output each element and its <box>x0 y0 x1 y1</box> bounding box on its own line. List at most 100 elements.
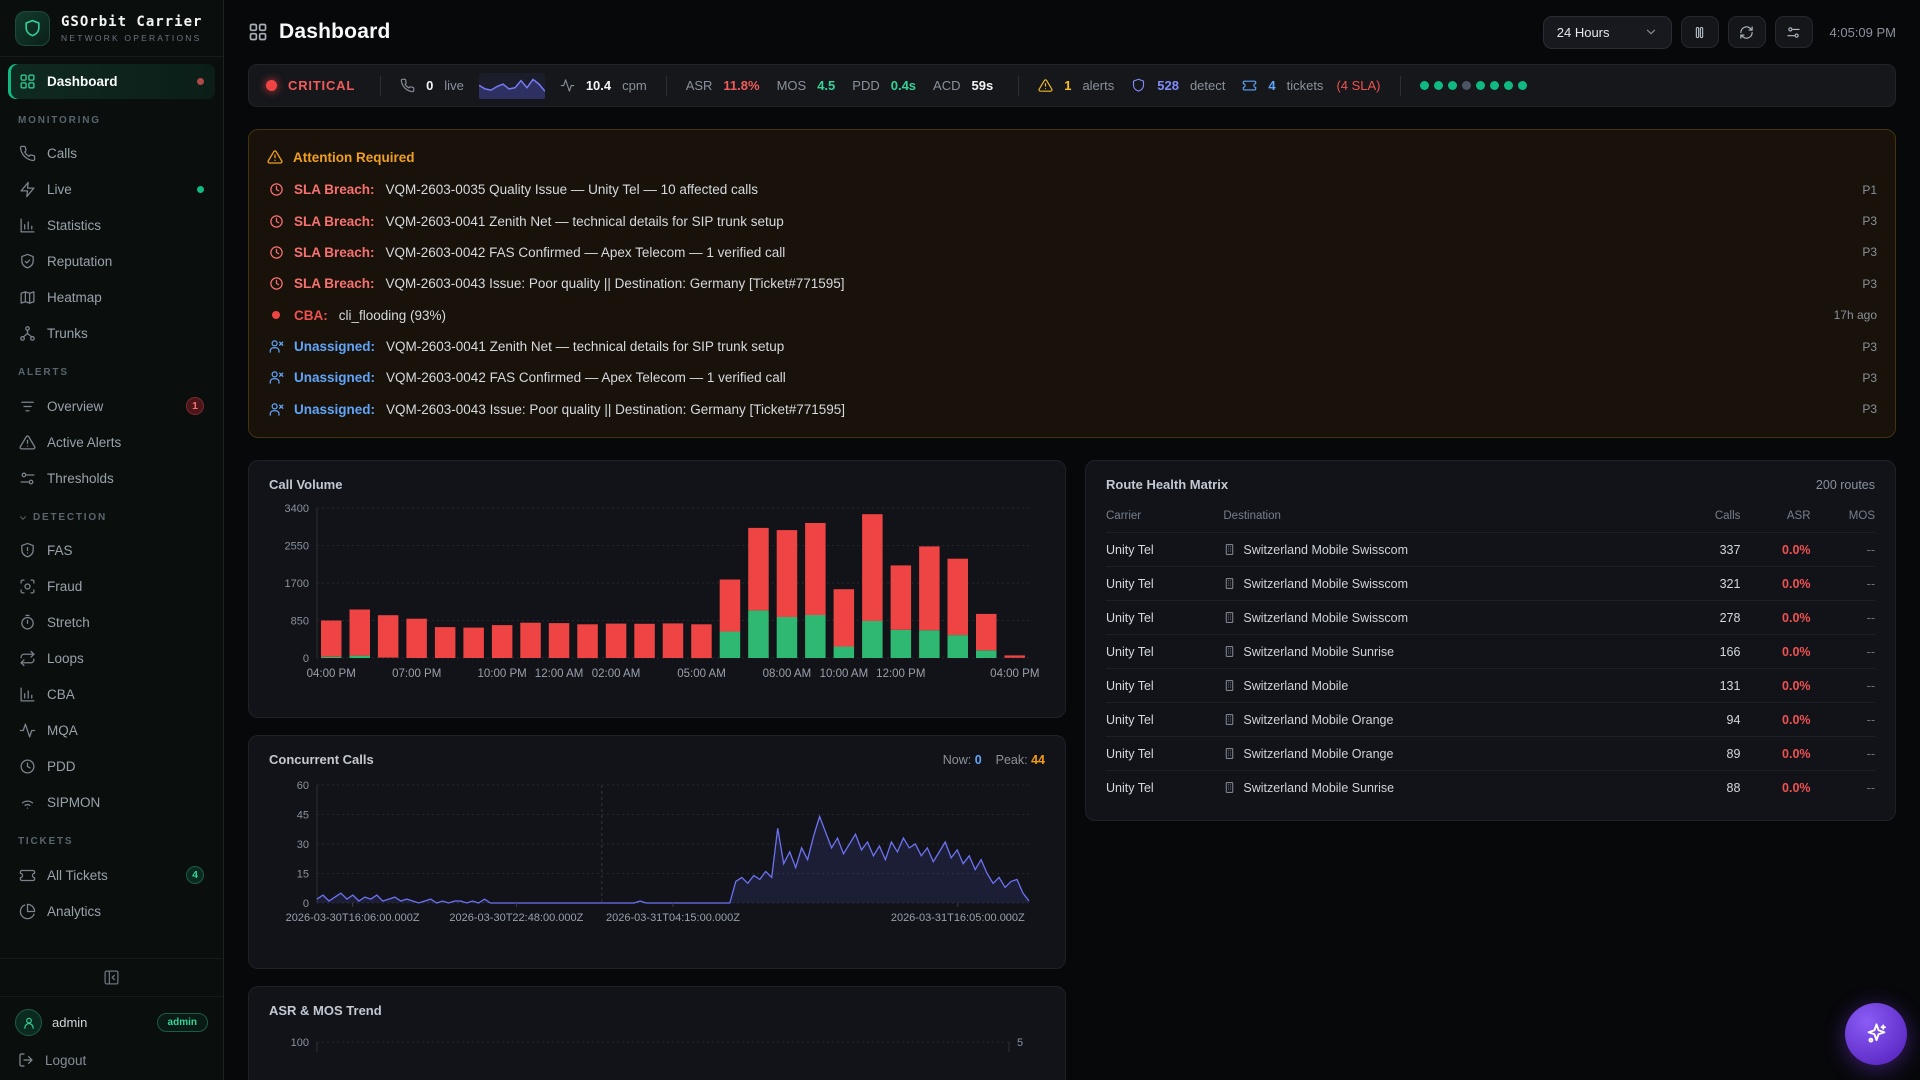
shield-icon <box>25 19 40 37</box>
user-icon <box>23 1017 34 1029</box>
sidebar-item-fas[interactable]: FAS <box>8 533 215 568</box>
route-row[interactable]: Unity Tel Switzerland Mobile Orange 94 0… <box>1106 702 1875 737</box>
scan-icon <box>20 579 35 594</box>
alert-triangle-icon <box>19 435 36 450</box>
sidebar-item-trunks[interactable]: Trunks <box>8 316 215 351</box>
ai-assistant-button[interactable] <box>1845 1003 1907 1065</box>
sidebar-item-label: Thresholds <box>47 471 114 486</box>
route-row[interactable]: Unity Tel Switzerland Mobile Sunrise 166… <box>1106 634 1875 669</box>
route-row[interactable]: Unity Tel Switzerland Mobile Sunrise 88 … <box>1106 770 1875 804</box>
pause-refresh-button[interactable] <box>1680 16 1719 48</box>
svg-text:12:00 AM: 12:00 AM <box>535 668 584 680</box>
attention-row-label: SLA Breach: <box>294 244 375 260</box>
sidebar-item-loops[interactable]: Loops <box>8 641 215 676</box>
route-row[interactable]: Unity Tel Switzerland Mobile Swisscom 32… <box>1106 566 1875 601</box>
sidebar-item-statistics[interactable]: Statistics <box>8 208 215 243</box>
route-health-table: Carrier Destination Calls ASR MOS Unity Tel … <box>1106 502 1875 804</box>
attention-row[interactable]: Unassigned: VQM-2603-0043 Issue: Poor qu… <box>267 394 1877 425</box>
building-icon <box>1226 714 1234 725</box>
user-name: admin <box>52 1015 88 1030</box>
call-volume-title: Call Volume <box>269 477 343 492</box>
call-volume-svg: 0 850 1700 2550 3400 04:00 PM 07:00 PM 10:00 PM… <box>285 503 1040 680</box>
refresh-button[interactable] <box>1727 16 1766 48</box>
counter-value-detect: 528 <box>1157 78 1179 93</box>
sidebar-item-overview[interactable]: Overview 1 <box>8 388 215 424</box>
route-row[interactable]: Unity Tel Switzerland Mobile Swisscom 27… <box>1106 600 1875 635</box>
sidebar-item-active-alerts[interactable]: Active Alerts <box>8 425 215 460</box>
svg-text:10:00 AM: 10:00 AM <box>820 668 869 680</box>
attention-row-priority: P3 <box>1862 339 1877 354</box>
attention-row[interactable]: CBA: cli_flooding (93%) 17h ago <box>267 300 1877 331</box>
route-carrier: Unity Tel <box>1106 600 1224 635</box>
sidebar-item-mqa[interactable]: MQA <box>8 713 215 748</box>
divider <box>0 56 223 57</box>
route-col-mos: MOS <box>1848 510 1875 522</box>
sidebar-item-sipmon[interactable]: SIPMON <box>8 785 215 820</box>
live-calls-value: 0 <box>426 78 434 93</box>
route-mos: -- <box>1810 634 1875 669</box>
app-subtitle: NETWORK OPERATIONS <box>61 33 202 43</box>
chart-icon <box>20 218 35 233</box>
building-icon <box>1226 748 1234 759</box>
statusbar: CRITICAL 0 live 10.4 cpm ASR 11.8% MOS 4.… <box>248 64 1896 107</box>
attention-row-priority: P1 <box>1862 182 1877 197</box>
attention-row[interactable]: SLA Breach: VQM-2603-0041 Zenith Net — t… <box>267 205 1877 236</box>
attention-row[interactable]: Unassigned: VQM-2603-0042 FAS Confirmed … <box>267 362 1877 393</box>
health-dot <box>1503 81 1513 90</box>
attention-row-text: VQM-2603-0042 FAS Confirmed — Apex Telec… <box>385 244 786 260</box>
sidebar-item-pdd[interactable]: PDD <box>8 749 215 784</box>
logout-label: Logout <box>45 1052 87 1068</box>
sidebar-item-label: Dashboard <box>47 74 118 89</box>
pause-icon <box>1695 26 1704 38</box>
sidebar-item-cba[interactable]: CBA <box>8 677 215 712</box>
network-icon <box>20 326 35 341</box>
sidebar-item-label: Loops <box>47 651 84 666</box>
route-col-destination: Destination <box>1223 510 1281 522</box>
attention-row-priority: P3 <box>1862 245 1877 260</box>
sidebar-collapse-button[interactable] <box>0 958 223 997</box>
health-dot <box>1475 81 1485 90</box>
logout-button[interactable]: Logout <box>0 1040 223 1080</box>
attention-row[interactable]: SLA Breach: VQM-2603-0035 Quality Issue … <box>267 174 1877 205</box>
route-asr: 0.0% <box>1740 566 1811 601</box>
time-range-select[interactable]: 24 Hours <box>1542 15 1672 49</box>
attention-row[interactable]: SLA Breach: VQM-2603-0043 Issue: Poor qu… <box>267 268 1877 299</box>
route-row[interactable]: Unity Tel Switzerland Mobile 131 0.0% -- <box>1106 668 1875 703</box>
route-row[interactable]: Unity Tel Switzerland Mobile Swisscom 33… <box>1106 532 1875 567</box>
ticket-icon <box>1243 80 1257 91</box>
sidebar-item-reputation[interactable]: Reputation <box>8 244 215 279</box>
route-calls: 166 <box>1677 634 1741 669</box>
sidebar-item-stretch[interactable]: Stretch <box>8 605 215 640</box>
kpi-value-asr: 11.8% <box>723 78 760 93</box>
route-carrier: Unity Tel <box>1106 702 1224 737</box>
count-badge: 4 <box>186 866 204 884</box>
user-role-badge: admin <box>156 1013 208 1032</box>
route-asr: 0.0% <box>1740 600 1811 635</box>
sidebar-item-thresholds[interactable]: Thresholds <box>8 461 215 496</box>
sidebar-item-heatmap[interactable]: Heatmap <box>8 280 215 315</box>
asr-mos-panel: ASR & MOS Trend 100 5 <box>248 986 1066 1080</box>
route-mos: -- <box>1810 532 1875 567</box>
sidebar-item-dashboard[interactable]: Dashboard <box>8 64 215 99</box>
count-badge: 1 <box>186 397 204 415</box>
route-row[interactable]: Unity Tel Switzerland Mobile Orange 89 0… <box>1106 736 1875 771</box>
counter-label-alerts: alerts <box>1082 78 1115 93</box>
sidebar-item-calls[interactable]: Calls <box>8 136 215 171</box>
svg-text:45: 45 <box>297 810 309 822</box>
attention-row[interactable]: SLA Breach: VQM-2603-0042 FAS Confirmed … <box>267 237 1877 268</box>
kpi-label-asr: ASR <box>685 78 713 93</box>
kpi-value-acd: 59s <box>971 78 994 93</box>
sidebar-item-fraud[interactable]: Fraud <box>8 569 215 604</box>
attention-row-text: VQM-2603-0043 Issue: Poor quality || Des… <box>386 401 846 417</box>
attention-row[interactable]: Unassigned: VQM-2603-0041 Zenith Net — t… <box>267 331 1877 362</box>
sidebar-item-all-tickets[interactable]: All Tickets 4 <box>8 857 215 893</box>
sidebar-item-analytics[interactable]: Analytics <box>8 894 215 929</box>
sidebar-item-label: Statistics <box>47 218 102 233</box>
svg-text:100: 100 <box>291 1037 309 1049</box>
attention-title: Attention Required <box>293 149 415 165</box>
settings-button[interactable] <box>1774 16 1813 48</box>
chevron-down-icon <box>1644 25 1658 39</box>
route-destination: Switzerland Mobile Swisscom <box>1243 542 1409 557</box>
sidebar-item-live[interactable]: Live <box>8 172 215 207</box>
route-destination: Switzerland Mobile <box>1243 678 1349 693</box>
